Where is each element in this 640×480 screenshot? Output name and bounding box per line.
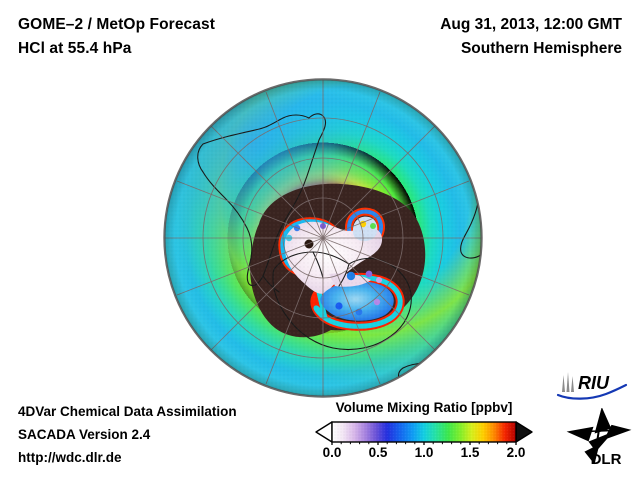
valid-time-label: Aug 31, 2013, 12:00 GMT [440,16,622,33]
globe-map [163,78,483,398]
colorbar-tick-label: 0.5 [368,445,388,460]
limb-shading [164,79,482,397]
page-title-instrument: GOME–2 / MetOp Forecast [18,16,215,33]
riu-tower-icon [562,372,574,392]
colorbar-low-arrow [315,421,333,443]
riu-logo-text: RIU [578,373,610,393]
colorbar-tick-label: 1.5 [460,445,480,460]
colorbar-tick-label: 2.0 [506,445,526,460]
dlr-logo: DLR [566,407,634,470]
map-data-layer [164,79,482,397]
globe-limb-outline [163,78,483,398]
hemisphere-label: Southern Hemisphere [460,40,622,57]
colorbar-tick-label: 0.0 [322,445,342,460]
orthographic-projection-svg [163,78,483,398]
colorbar-ticks [331,442,517,445]
riu-logo-svg: RIU [556,372,628,400]
colorbar-title: Volume Mixing Ratio [ppbv] [335,400,513,415]
footer-version-label: SACADA Version 2.4 [18,427,151,442]
footer-url-link[interactable]: http://wdc.dlr.de [18,450,122,465]
colorbar-swatch [315,421,533,445]
footer-method-label: 4DVar Chemical Data Assimilation [18,404,237,419]
dlr-star-icon [566,407,632,465]
colorbar-texture [332,422,516,442]
page-title-species: HCl at 55.4 hPa [18,40,132,57]
colorbar-tick-label: 1.0 [414,445,434,460]
dlr-logo-svg: DLR [566,407,632,468]
colorbar-tick-labels: 0.0 0.5 1.0 1.5 2.0 [310,445,538,465]
colorbar: Volume Mixing Ratio [ppbv] 0.0 0.5 1.0 1.5 2… [310,400,546,472]
colorbar-high-arrow [515,421,533,443]
dlr-logo-text: DLR [591,451,622,468]
riu-logo: RIU [556,370,632,402]
riu-swoosh-icon [556,383,628,400]
